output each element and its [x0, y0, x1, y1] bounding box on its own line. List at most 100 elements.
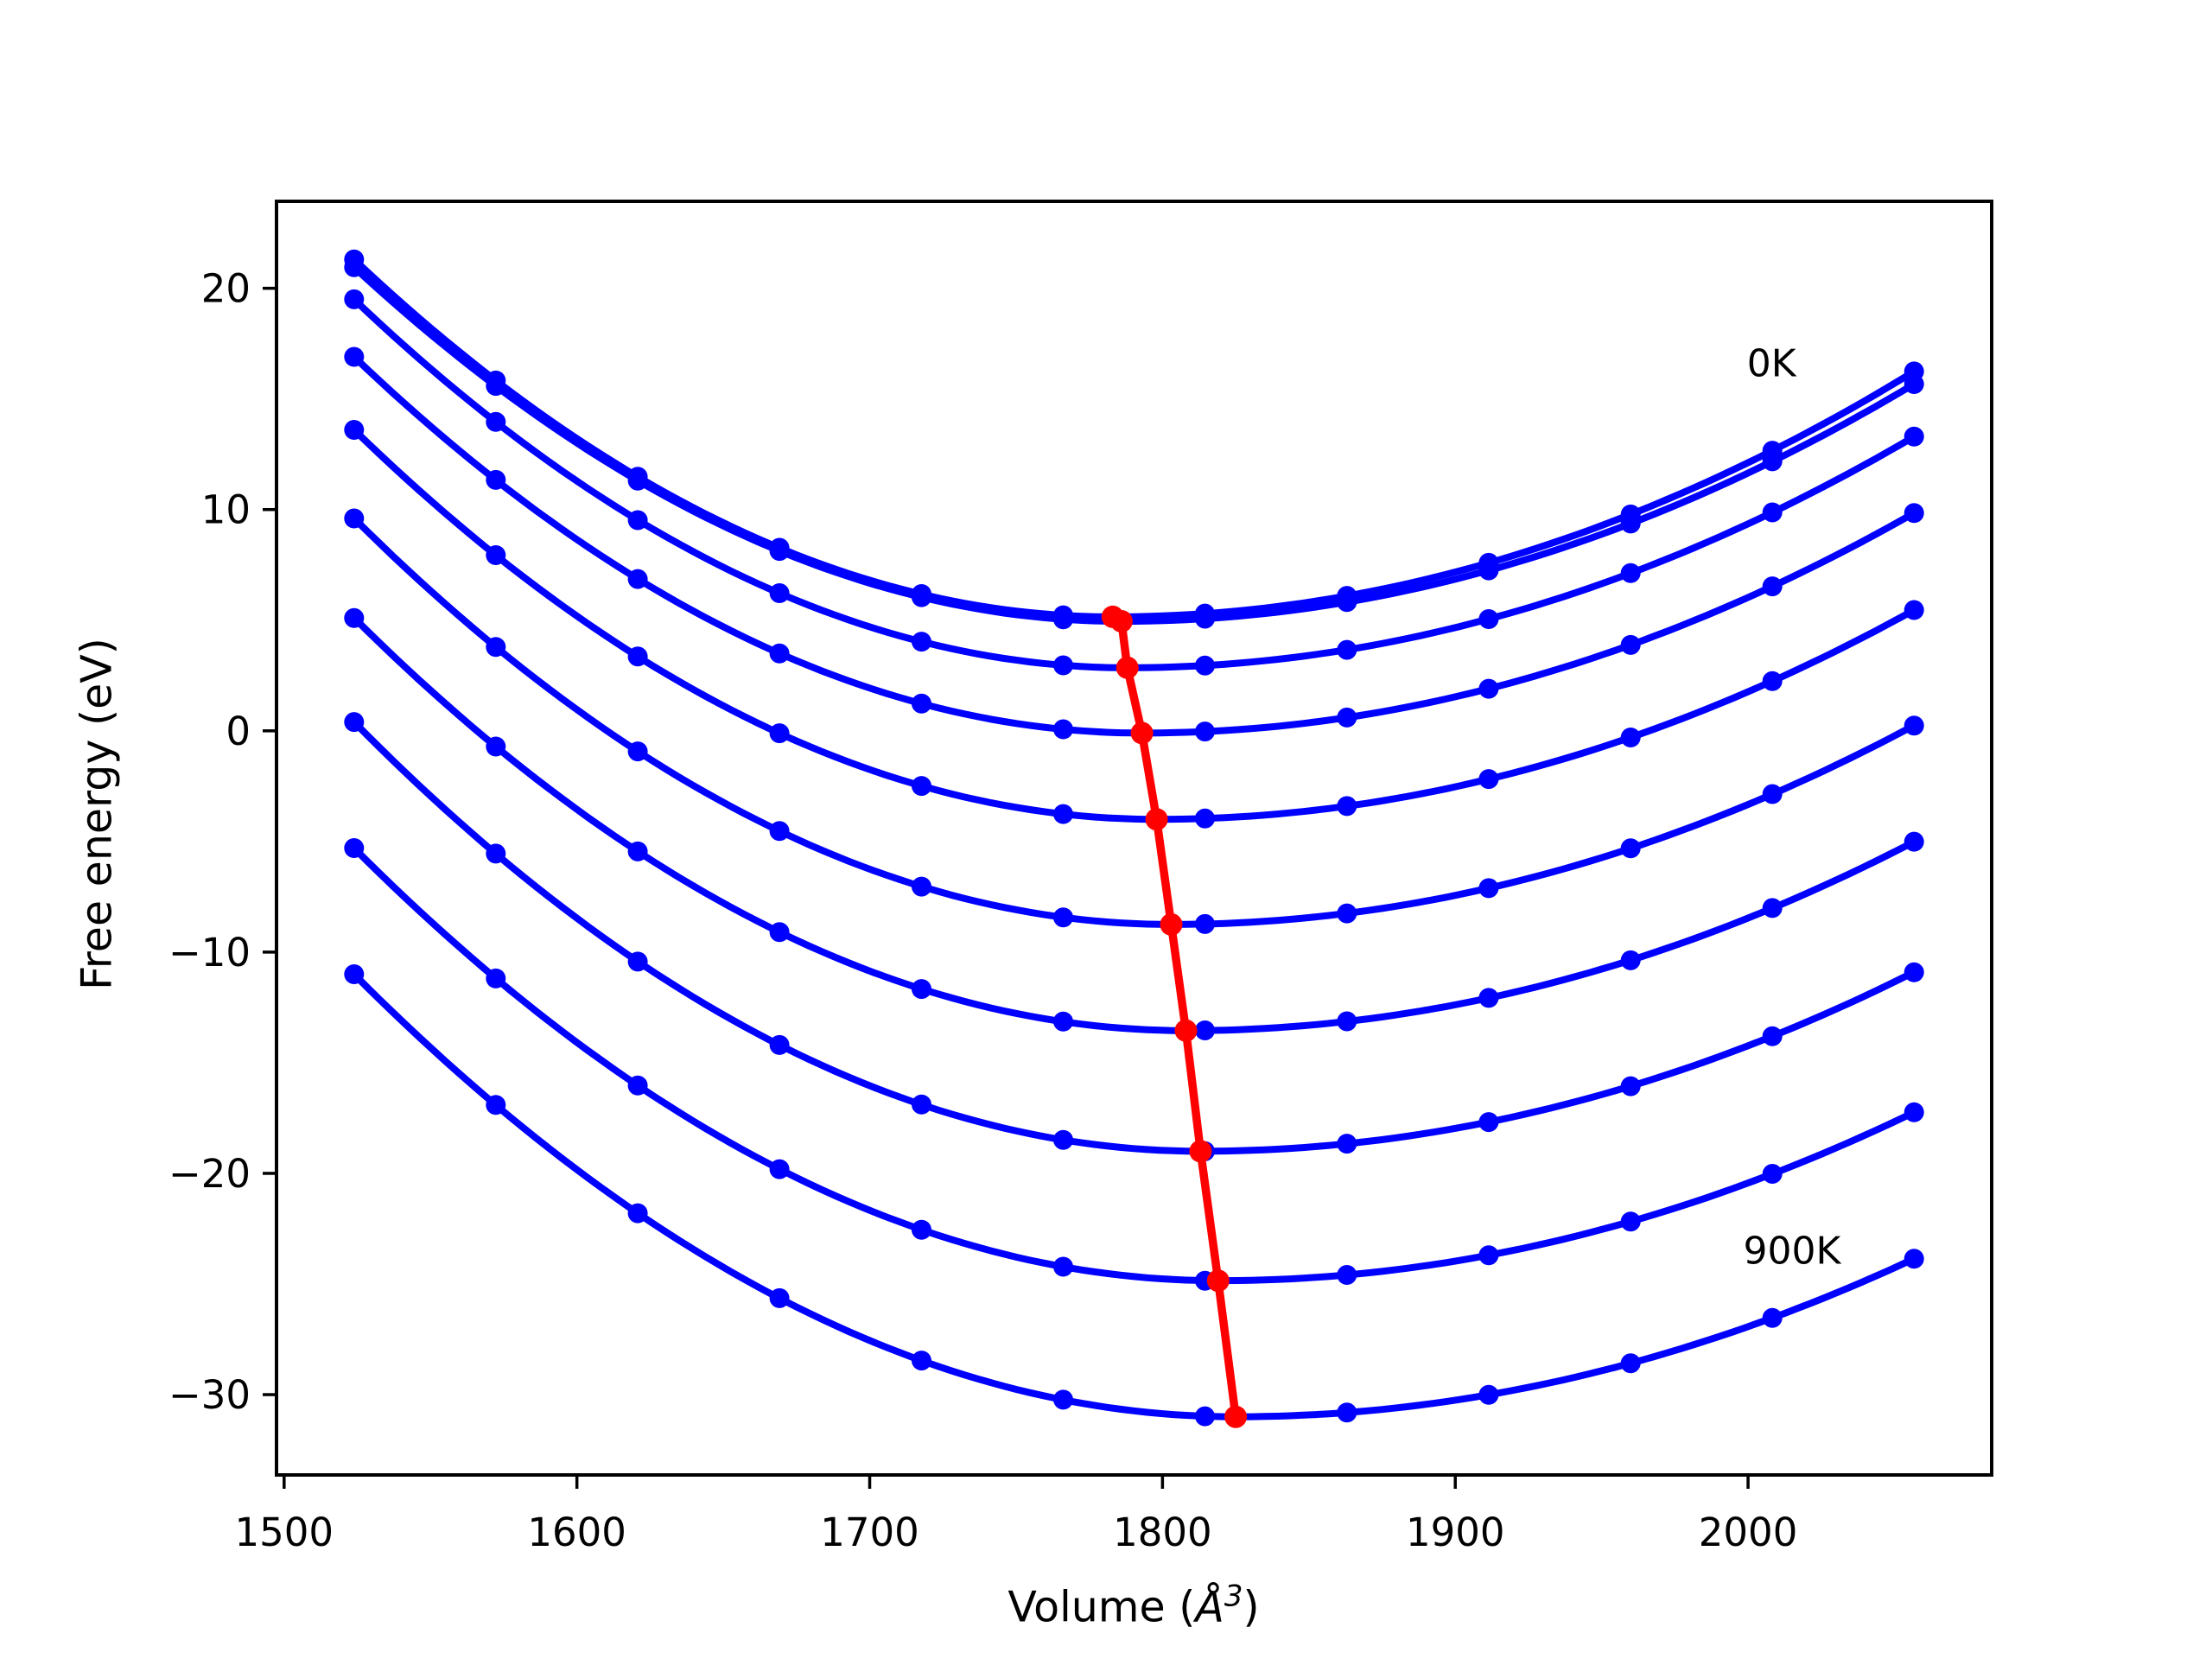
minima-line: [1109, 613, 1240, 1421]
data-point-100K: [1478, 560, 1499, 581]
x-tick-label: 1800: [1113, 1510, 1212, 1555]
data-point-100K: [1904, 374, 1924, 394]
data-point-600K: [1337, 1011, 1357, 1032]
data-point-200K: [1620, 563, 1641, 583]
data-point-400K: [1053, 804, 1073, 824]
data-point-100K: [486, 376, 506, 397]
minimum-point: [1224, 1405, 1248, 1428]
x-axis-title-exponent: 3: [1224, 1579, 1243, 1614]
data-point-300K: [1053, 719, 1073, 740]
y-tick-label: −20: [168, 1151, 251, 1197]
data-point-200K: [912, 632, 931, 652]
data-point-600K: [769, 922, 790, 943]
data-point-500K: [1620, 838, 1641, 859]
data-point-100K: [1195, 608, 1215, 629]
data-point-300K: [912, 693, 931, 714]
y-tick-label: 0: [226, 709, 251, 754]
data-point-500K: [1904, 715, 1924, 736]
data-point-100K: [627, 470, 648, 491]
data-point-200K: [627, 510, 648, 531]
minimum-point: [1130, 721, 1154, 745]
data-point-700K: [912, 1094, 931, 1115]
isotherm-curve-0K: [350, 256, 1918, 620]
data-point-200K: [1478, 609, 1499, 629]
data-point-500K: [769, 821, 790, 842]
data-point-700K: [486, 843, 506, 864]
minimum-point: [1206, 1269, 1230, 1293]
data-point-800K: [912, 1219, 931, 1240]
data-point-600K: [1478, 988, 1499, 1008]
isotherm-curve-700K: [350, 718, 1918, 1155]
data-point-600K: [1904, 831, 1924, 852]
data-point-300K: [627, 569, 648, 589]
data-point-400K: [1478, 769, 1499, 790]
x-axis-title-unit: Å: [1195, 1582, 1224, 1632]
data-point-200K: [769, 583, 790, 603]
data-point-700K: [344, 712, 365, 733]
isotherm-curves: [350, 256, 1918, 1421]
data-point-500K: [912, 876, 931, 897]
minimum-point: [1174, 1019, 1198, 1042]
data-point-300K: [1762, 576, 1783, 597]
data-point-100K: [1762, 451, 1783, 472]
data-point-300K: [486, 469, 506, 490]
data-point-500K: [627, 741, 648, 762]
x-tick-label: 1900: [1406, 1510, 1505, 1555]
data-point-300K: [1620, 634, 1641, 655]
data-point-400K: [912, 776, 931, 797]
data-point-100K: [1337, 592, 1357, 613]
data-point-900K: [1478, 1384, 1499, 1405]
data-point-500K: [486, 637, 506, 658]
data-point-300K: [344, 346, 365, 367]
data-point-700K: [1478, 1112, 1499, 1133]
isotherm-curve-200K: [350, 296, 1918, 671]
isotherm-curve-100K: [350, 264, 1918, 625]
isotherm-curve-500K: [350, 514, 1918, 928]
data-point-300K: [1904, 503, 1924, 524]
data-point-300K: [1337, 707, 1357, 728]
data-point-500K: [344, 508, 365, 529]
data-point-700K: [627, 951, 648, 972]
data-point-900K: [1195, 1406, 1215, 1427]
data-point-400K: [627, 646, 648, 667]
minimum-point: [1189, 1140, 1212, 1163]
data-point-800K: [344, 838, 365, 858]
isotherm-curve-400K: [350, 426, 1918, 823]
data-point-400K: [1620, 728, 1641, 747]
data-point-800K: [627, 1075, 648, 1096]
data-point-400K: [769, 723, 790, 744]
data-point-500K: [1053, 907, 1073, 928]
data-point-200K: [1904, 426, 1924, 447]
data-point-100K: [1620, 513, 1641, 534]
y-axis-title-text: Free energy (eV): [72, 638, 122, 990]
data-point-600K: [1053, 1011, 1073, 1032]
minimum-point: [1160, 912, 1183, 936]
data-point-200K: [1053, 655, 1073, 676]
data-point-400K: [1904, 600, 1924, 620]
data-point-700K: [769, 1034, 790, 1055]
data-point-200K: [1762, 502, 1783, 523]
data-point-400K: [1195, 808, 1215, 829]
x-axis-title-prefix: Volume (: [1007, 1582, 1196, 1632]
y-axis-ticks: 20 10 0 −10 −20 −30: [168, 266, 276, 1418]
data-point-900K: [1904, 1249, 1924, 1269]
data-point-400K: [486, 545, 506, 565]
data-point-900K: [1620, 1353, 1641, 1374]
data-point-600K: [486, 736, 506, 757]
data-point-700K: [1904, 962, 1924, 982]
data-point-600K: [912, 979, 931, 1000]
data-point-300K: [1195, 721, 1215, 742]
data-point-800K: [1904, 1102, 1924, 1122]
y-tick-label: 10: [201, 487, 251, 533]
data-point-600K: [344, 607, 365, 628]
annotation-0K: 0K: [1746, 341, 1796, 386]
minima-line-group: [1101, 605, 1248, 1428]
x-tick-label: 2000: [1699, 1510, 1798, 1555]
axes-frame: [275, 200, 1993, 1477]
y-tick-label: −30: [168, 1372, 251, 1418]
data-point-900K: [486, 1095, 506, 1116]
x-tick-label: 1600: [527, 1510, 626, 1555]
y-axis-title: Free energy (eV): [73, 638, 122, 990]
